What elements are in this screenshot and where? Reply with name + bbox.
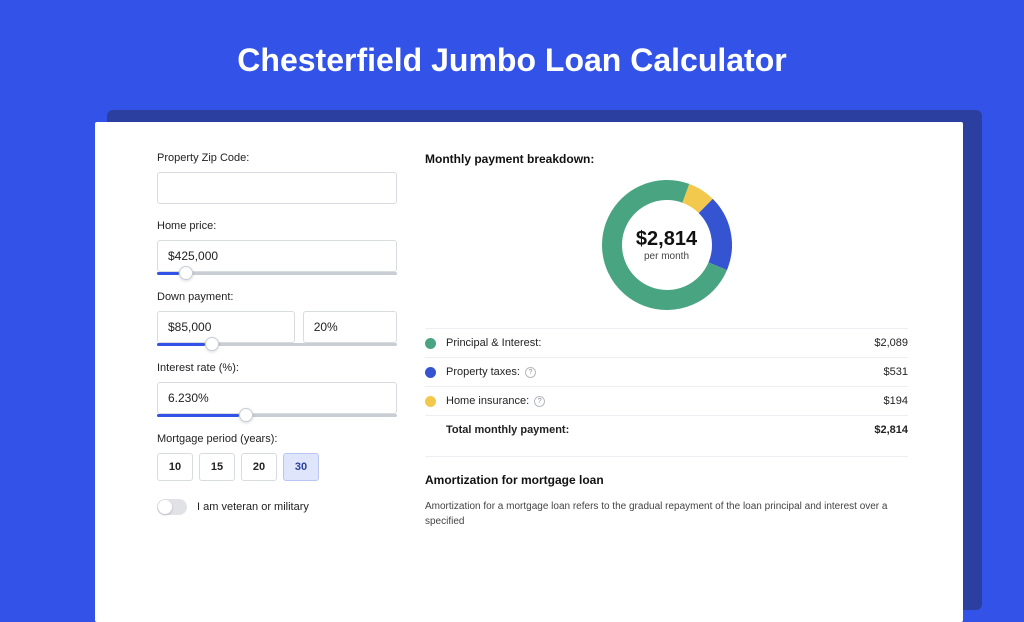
donut-wrap: $2,814 per month: [425, 180, 908, 310]
period-btn-20[interactable]: 20: [241, 453, 277, 481]
breakdown-list: Principal & Interest:$2,089Property taxe…: [425, 328, 908, 415]
breakdown-title: Monthly payment breakdown:: [425, 152, 908, 166]
zip-field-block: Property Zip Code:: [157, 152, 397, 204]
mortgage-period-label: Mortgage period (years):: [157, 433, 397, 445]
interest-rate-input[interactable]: [157, 382, 397, 414]
color-swatch: [425, 367, 436, 378]
down-payment-slider[interactable]: [157, 343, 397, 346]
amortization-section: Amortization for mortgage loan Amortizat…: [425, 456, 908, 529]
home-price-slider-fill: [157, 272, 179, 275]
veteran-label: I am veteran or military: [197, 501, 309, 513]
amortization-title: Amortization for mortgage loan: [425, 473, 908, 487]
donut-chart: $2,814 per month: [602, 180, 732, 310]
calculator-card: Property Zip Code: Home price: Down paym…: [95, 122, 963, 622]
down-payment-slider-fill: [157, 343, 205, 346]
home-price-label: Home price:: [157, 220, 397, 232]
period-btn-30[interactable]: 30: [283, 453, 319, 481]
interest-rate-slider-thumb[interactable]: [239, 408, 253, 422]
interest-rate-label: Interest rate (%):: [157, 362, 397, 374]
mortgage-period-options: 10152030: [157, 453, 397, 481]
amortization-text: Amortization for a mortgage loan refers …: [425, 499, 908, 529]
donut-label: per month: [636, 251, 697, 262]
home-price-block: Home price:: [157, 220, 397, 275]
color-swatch: [425, 396, 436, 407]
breakdown-row: Property taxes:?$531: [425, 357, 908, 386]
breakdown-row-label: Home insurance:?: [446, 395, 884, 407]
breakdown-total-value: $2,814: [874, 424, 908, 436]
zip-label: Property Zip Code:: [157, 152, 397, 164]
zip-input[interactable]: [157, 172, 397, 204]
breakdown-total-row: Total monthly payment: $2,814: [425, 415, 908, 444]
info-icon[interactable]: ?: [534, 396, 545, 407]
breakdown-row: Principal & Interest:$2,089: [425, 328, 908, 357]
interest-rate-slider-fill: [157, 414, 239, 417]
period-btn-10[interactable]: 10: [157, 453, 193, 481]
mortgage-period-block: Mortgage period (years): 10152030: [157, 433, 397, 481]
info-icon[interactable]: ?: [525, 367, 536, 378]
period-btn-15[interactable]: 15: [199, 453, 235, 481]
down-payment-slider-thumb[interactable]: [205, 337, 219, 351]
breakdown-row: Home insurance:?$194: [425, 386, 908, 415]
home-price-input[interactable]: [157, 240, 397, 272]
page-title: Chesterfield Jumbo Loan Calculator: [0, 0, 1024, 79]
breakdown-row-label: Property taxes:?: [446, 366, 884, 378]
form-column: Property Zip Code: Home price: Down paym…: [95, 122, 405, 622]
down-payment-block: Down payment:: [157, 291, 397, 346]
veteran-row: I am veteran or military: [157, 499, 397, 515]
down-payment-percent-input[interactable]: [303, 311, 397, 343]
home-price-slider[interactable]: [157, 272, 397, 275]
breakdown-row-value: $2,089: [874, 337, 908, 349]
breakdown-row-value: $194: [884, 395, 908, 407]
donut-center: $2,814 per month: [636, 228, 697, 262]
interest-rate-block: Interest rate (%):: [157, 362, 397, 417]
breakdown-total-label: Total monthly payment:: [446, 424, 874, 436]
breakdown-column: Monthly payment breakdown: $2,814 per mo…: [405, 122, 963, 622]
color-swatch: [425, 338, 436, 349]
donut-value: $2,814: [636, 228, 697, 251]
down-payment-amount-input[interactable]: [157, 311, 295, 343]
down-payment-label: Down payment:: [157, 291, 397, 303]
breakdown-row-label: Principal & Interest:: [446, 337, 874, 349]
interest-rate-slider[interactable]: [157, 414, 397, 417]
breakdown-row-value: $531: [884, 366, 908, 378]
veteran-toggle[interactable]: [157, 499, 187, 515]
home-price-slider-thumb[interactable]: [179, 266, 193, 280]
